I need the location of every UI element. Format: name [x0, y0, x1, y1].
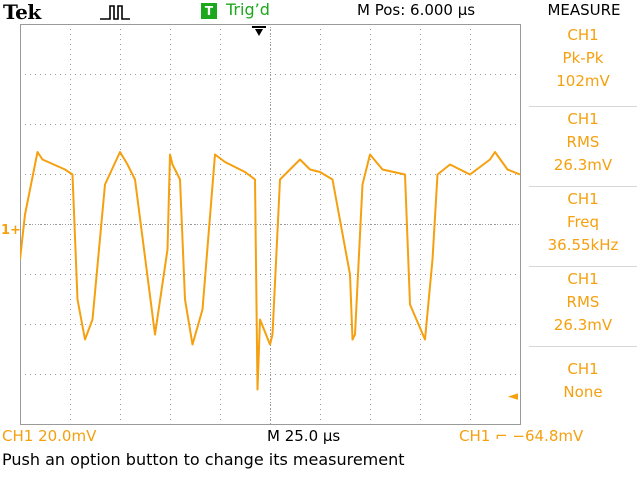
- measure-slot-5[interactable]: CH1 None: [526, 358, 640, 436]
- horizontal-position: M Pos: 6.000 µs: [357, 1, 476, 19]
- trigger-badge: T: [201, 3, 217, 19]
- measure-value: 26.3mV: [553, 316, 613, 334]
- measure-value: 26.3mV: [553, 156, 613, 174]
- arrow-down-icon: [252, 26, 266, 36]
- measure-slot-3[interactable]: CH1 Freq 36.55kHz: [526, 188, 640, 266]
- divider: [529, 266, 637, 267]
- measure-type: Freq: [566, 213, 600, 231]
- measure-value: 36.55kHz: [547, 236, 619, 254]
- measure-channel: CH1: [567, 190, 599, 208]
- status-bar: Tek T Trig’d M Pos: 6.000 µs MEASURE: [0, 0, 640, 24]
- trigger-position-marker: [252, 24, 266, 42]
- trigger-status: Trig’d: [226, 0, 270, 19]
- divider: [529, 106, 637, 107]
- divider: [529, 346, 637, 347]
- measure-slot-4[interactable]: CH1 RMS 26.3mV: [526, 268, 640, 346]
- measure-type: Pk-Pk: [562, 49, 604, 67]
- divider: [529, 186, 637, 187]
- run-pulse-icon: [100, 5, 130, 20]
- measure-channel: CH1: [567, 360, 599, 378]
- ch1-trace: [20, 151, 521, 391]
- measure-value: 102mV: [556, 72, 610, 90]
- measure-type: RMS: [566, 293, 600, 311]
- measure-menu-title: MEASURE: [547, 1, 621, 19]
- measure-slot-1[interactable]: CH1 Pk-Pk 102mV: [526, 24, 640, 102]
- measure-channel: CH1: [567, 110, 599, 128]
- measure-slot-2[interactable]: CH1 RMS 26.3mV: [526, 108, 640, 186]
- measure-channel: CH1: [567, 26, 599, 44]
- ch1-ground-marker: 1+: [1, 223, 21, 238]
- trigger-info: CH1 ⌐ −64.8mV: [459, 427, 584, 445]
- ch1-waveform-line: [20, 151, 521, 391]
- measure-channel: CH1: [567, 270, 599, 288]
- channel-scale: CH1 20.0mV: [2, 427, 97, 445]
- scale-readout-bar: CH1 20.0mV M 25.0 µs CH1 ⌐ −64.8mV: [0, 426, 640, 448]
- status-message: Push an option button to change its meas…: [2, 450, 405, 469]
- brand-logo: Tek: [3, 0, 41, 24]
- graticule: [20, 24, 521, 425]
- waveform-display: [20, 24, 521, 425]
- measure-panel: CH1 Pk-Pk 102mV CH1 RMS 26.3mV CH1 Freq …: [526, 22, 640, 430]
- trigger-level-marker: ◄: [508, 389, 518, 404]
- measure-type: RMS: [566, 133, 600, 151]
- measure-type: None: [563, 383, 603, 401]
- time-scale: M 25.0 µs: [267, 427, 341, 445]
